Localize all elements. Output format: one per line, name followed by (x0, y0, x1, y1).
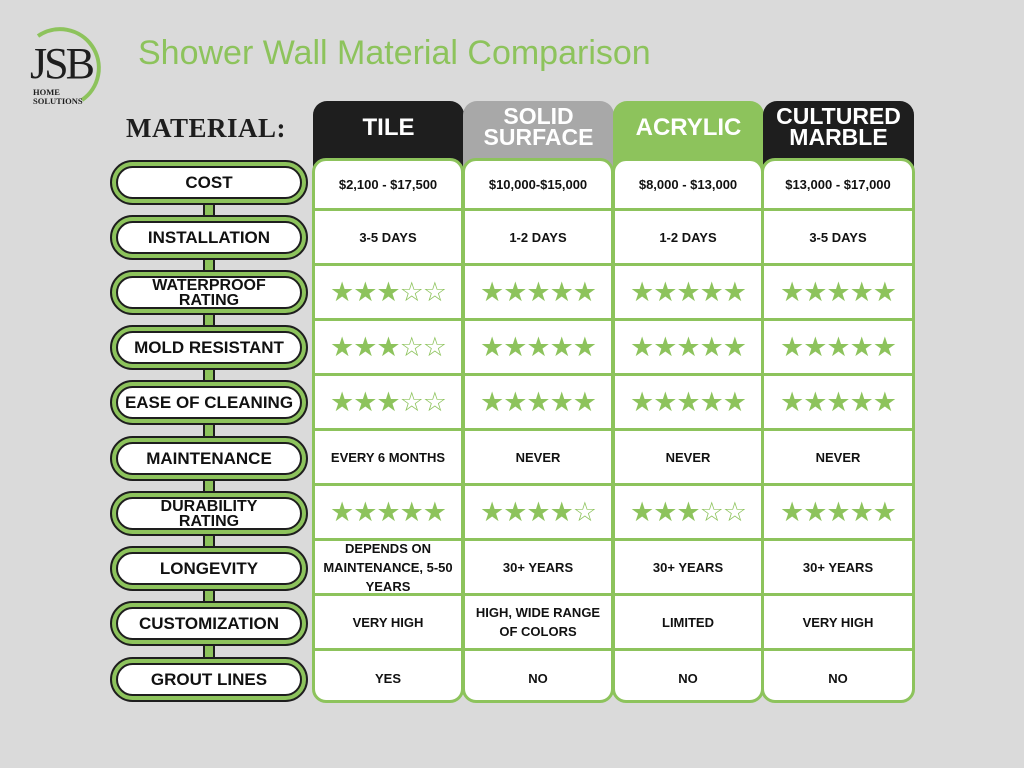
row-label-text: EASE OF CLEANING (116, 386, 302, 419)
page-title: Shower Wall Material Comparison (138, 34, 651, 72)
row-label-ease-of-cleaning: EASE OF CLEANING (110, 380, 308, 425)
star-rating-cleaning: ★★★☆☆ (315, 376, 461, 431)
star-rating-mold: ★★★★★ (615, 321, 761, 376)
star-rating-cleaning: ★★★★★ (615, 376, 761, 431)
cell-installation: 3-5 DAYS (315, 211, 461, 266)
star-rating-waterproof: ★★★★★ (764, 266, 912, 321)
cell-installation: 1-2 DAYS (615, 211, 761, 266)
star-rating-durability: ★★★★☆ (465, 486, 611, 541)
column-tile: $2,100 - $17,500 3-5 DAYS ★★★☆☆ ★★★☆☆ ★★… (312, 158, 464, 703)
company-logo: JSB HOME SOLUTIONS (26, 22, 112, 105)
star-rating-durability: ★★★☆☆ (615, 486, 761, 541)
cell-longevity: 30+ YEARS (764, 541, 912, 596)
cell-grout-lines: YES (374, 671, 401, 686)
row-label-text: WATERPROOF RATING (116, 276, 302, 309)
star-rating-cleaning: ★★★★★ (764, 376, 912, 431)
logo-subtitle: HOME SOLUTIONS (33, 88, 83, 105)
cell-maintenance: NEVER (764, 431, 912, 486)
star-rating-mold: ★★★★★ (465, 321, 611, 376)
cell-installation: 1-2 DAYS (465, 211, 611, 266)
cell-customization: LIMITED (615, 596, 761, 651)
cell-longevity: 30+ YEARS (465, 541, 611, 596)
cell-maintenance: EVERY 6 MONTHS (315, 431, 461, 486)
row-label-customization: CUSTOMIZATION (110, 601, 308, 646)
column-acrylic: $8,000 - $13,000 1-2 DAYS ★★★★★ ★★★★★ ★★… (612, 158, 764, 703)
logo-ring-icon (36, 27, 101, 102)
cell-grout-lines: NO (528, 671, 548, 686)
column-solid-surface: $10,000-$15,000 1-2 DAYS ★★★★★ ★★★★★ ★★★… (462, 158, 614, 703)
column-header-label: CULTURED MARBLE (776, 103, 901, 150)
row-label-text: INSTALLATION (116, 221, 302, 254)
star-rating-waterproof: ★★★☆☆ (315, 266, 461, 321)
logo-line-2: SOLUTIONS (33, 95, 83, 106)
row-label-mold-resistant: MOLD RESISTANT (110, 325, 308, 370)
cell-longevity: DEPENDS ON MAINTENANCE, 5-50 YEARS (315, 541, 461, 596)
column-header-acrylic: ACRYLIC (613, 101, 764, 167)
row-label-longevity: LONGEVITY (110, 546, 308, 591)
cell-cost: $13,000 - $17,000 (764, 161, 912, 211)
cell-installation: 3-5 DAYS (764, 211, 912, 266)
cell-customization: VERY HIGH (764, 596, 912, 651)
cell-customization: HIGH, WIDE RANGE OF COLORS (465, 596, 611, 651)
row-label-waterproof-rating: WATERPROOF RATING (110, 270, 308, 315)
cell-longevity: 30+ YEARS (615, 541, 761, 596)
row-label-text: MOLD RESISTANT (116, 331, 302, 364)
row-label-text: CUSTOMIZATION (116, 607, 302, 640)
row-label-text: MAINTENANCE (116, 442, 302, 475)
star-rating-durability: ★★★★★ (315, 486, 461, 541)
cell-cost: $10,000-$15,000 (465, 161, 611, 211)
logo-line-1: HOME (33, 87, 60, 97)
star-rating-cleaning: ★★★★★ (465, 376, 611, 431)
column-header-label: ACRYLIC (635, 113, 742, 141)
star-rating-mold: ★★★★★ (764, 321, 912, 376)
column-header-tile: TILE (313, 101, 464, 167)
row-label-grout-lines: GROUT LINES (110, 657, 308, 702)
cell-grout-lines: NO (678, 671, 698, 686)
column-header-label: SOLID SURFACE (483, 103, 594, 150)
row-label-text: LONGEVITY (116, 552, 302, 585)
row-label-text: GROUT LINES (116, 663, 302, 696)
row-label-maintenance: MAINTENANCE (110, 436, 308, 481)
column-header-label: TILE (362, 113, 415, 141)
cell-customization: VERY HIGH (315, 596, 461, 651)
cell-cost: $2,100 - $17,500 (315, 161, 461, 211)
row-label-installation: INSTALLATION (110, 215, 308, 260)
column-header-solid-surface: SOLID SURFACE (463, 101, 614, 167)
star-rating-waterproof: ★★★★★ (615, 266, 761, 321)
star-rating-waterproof: ★★★★★ (465, 266, 611, 321)
cell-maintenance: NEVER (465, 431, 611, 486)
row-label-text: DURABILITY RATING (116, 497, 302, 530)
material-label: MATERIAL: (126, 113, 287, 143)
cell-cost: $8,000 - $13,000 (615, 161, 761, 211)
cell-maintenance: NEVER (615, 431, 761, 486)
column-cultured-marble: $13,000 - $17,000 3-5 DAYS ★★★★★ ★★★★★ ★… (761, 158, 915, 703)
logo-mark: JSB (30, 39, 95, 88)
row-label-durability-rating: DURABILITY RATING (110, 491, 308, 536)
column-header-cultured-marble: CULTURED MARBLE (763, 101, 914, 167)
row-label-text: COST (116, 166, 302, 199)
cell-grout-lines: NO (828, 671, 848, 686)
star-rating-mold: ★★★☆☆ (315, 321, 461, 376)
row-label-cost: COST (110, 160, 308, 205)
star-rating-durability: ★★★★★ (764, 486, 912, 541)
